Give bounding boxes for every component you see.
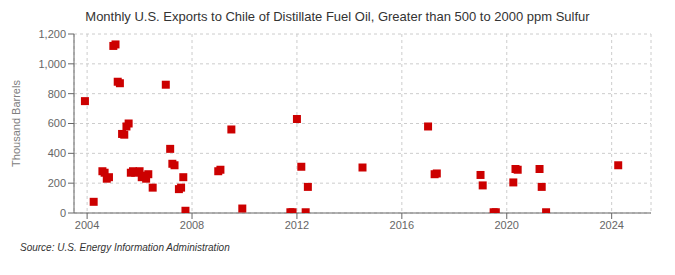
svg-text:800: 800 xyxy=(48,88,66,100)
svg-text:2008: 2008 xyxy=(180,219,204,231)
svg-text:2012: 2012 xyxy=(285,219,309,231)
svg-text:2024: 2024 xyxy=(599,219,623,231)
svg-text:2016: 2016 xyxy=(390,219,414,231)
html-text:Monthly U.S. Exports to Chile: Monthly U.S. Exports to Chile of Distill… xyxy=(85,9,590,24)
svg-text:1,000: 1,000 xyxy=(38,58,66,70)
svg-text:1,200: 1,200 xyxy=(38,28,66,40)
svg-text:2004: 2004 xyxy=(75,219,99,231)
svg-text:Thousand Barrels: Thousand Barrels xyxy=(10,80,22,167)
svg-text:600: 600 xyxy=(48,117,66,129)
html-text:Source: U.S. Energy Informatio: Source: U.S. Energy Information Administ… xyxy=(20,242,230,253)
svg-text:2020: 2020 xyxy=(495,219,519,231)
svg-text:0: 0 xyxy=(60,207,66,219)
svg-text:200: 200 xyxy=(48,177,66,189)
svg-text:400: 400 xyxy=(48,147,66,159)
